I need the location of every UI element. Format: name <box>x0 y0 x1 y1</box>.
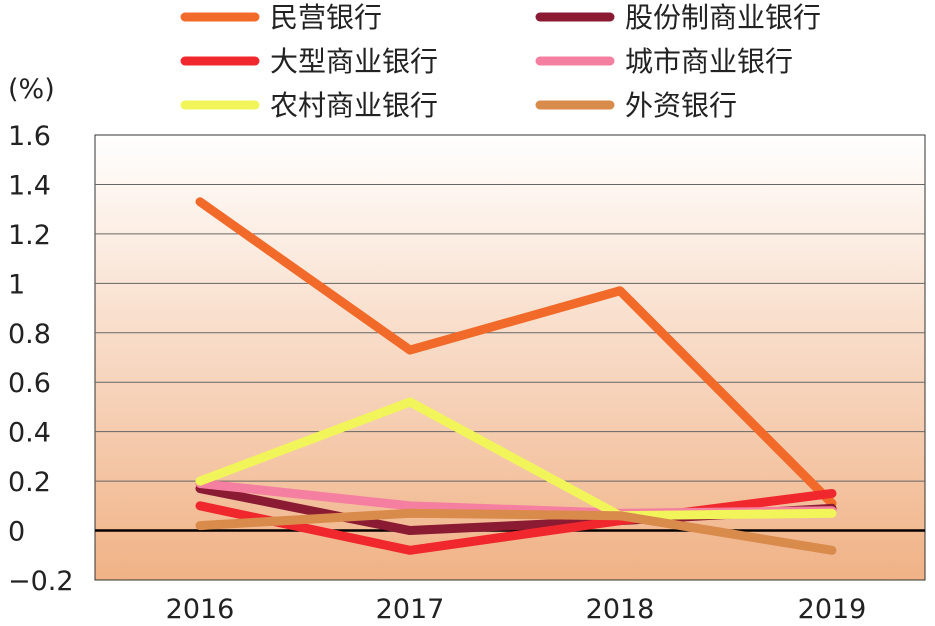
data-point <box>619 289 621 292</box>
x-tick-label: 2018 <box>586 594 655 625</box>
data-point <box>409 529 411 532</box>
y-tick-label: 0 <box>8 517 25 548</box>
y-tick-label: 1.6 <box>8 121 51 152</box>
legend-label: 股份制商业银行 <box>625 1 821 34</box>
x-tick-label: 2016 <box>166 594 235 625</box>
series-line <box>195 197 837 508</box>
data-point <box>831 512 833 515</box>
y-axis-label: (%) <box>8 74 55 105</box>
y-tick-label: 0.4 <box>8 418 51 449</box>
legend-label: 大型商业银行 <box>270 45 438 78</box>
data-point <box>199 504 201 507</box>
y-tick-label: 1.2 <box>8 220 51 251</box>
data-point <box>619 514 621 517</box>
data-point <box>409 549 411 552</box>
data-point <box>409 504 411 507</box>
y-tick-label: 0.8 <box>8 319 51 350</box>
y-tick-label: 0.2 <box>8 467 51 498</box>
data-point <box>409 401 411 403</box>
data-point <box>831 492 833 495</box>
x-tick-label: 2017 <box>376 594 445 625</box>
data-point <box>199 524 201 527</box>
data-point <box>409 349 411 352</box>
data-point <box>409 512 411 515</box>
data-point <box>831 549 833 552</box>
y-tick-label: 1 <box>8 269 25 300</box>
data-point <box>199 480 201 483</box>
series-line <box>195 397 837 521</box>
y-tick-label: 1.4 <box>8 170 51 201</box>
x-tick-label: 2019 <box>798 594 867 625</box>
series-line <box>195 488 837 555</box>
data-point <box>199 200 201 203</box>
legend-label: 民营银行 <box>270 1 382 34</box>
y-tick-label: 0.6 <box>8 368 51 399</box>
legend-label: 农村商业银行 <box>270 89 438 122</box>
legend-label: 城市商业银行 <box>625 45 793 78</box>
series-line <box>195 508 837 555</box>
y-tick-label: −0.2 <box>8 566 74 597</box>
legend-label: 外资银行 <box>625 89 737 122</box>
